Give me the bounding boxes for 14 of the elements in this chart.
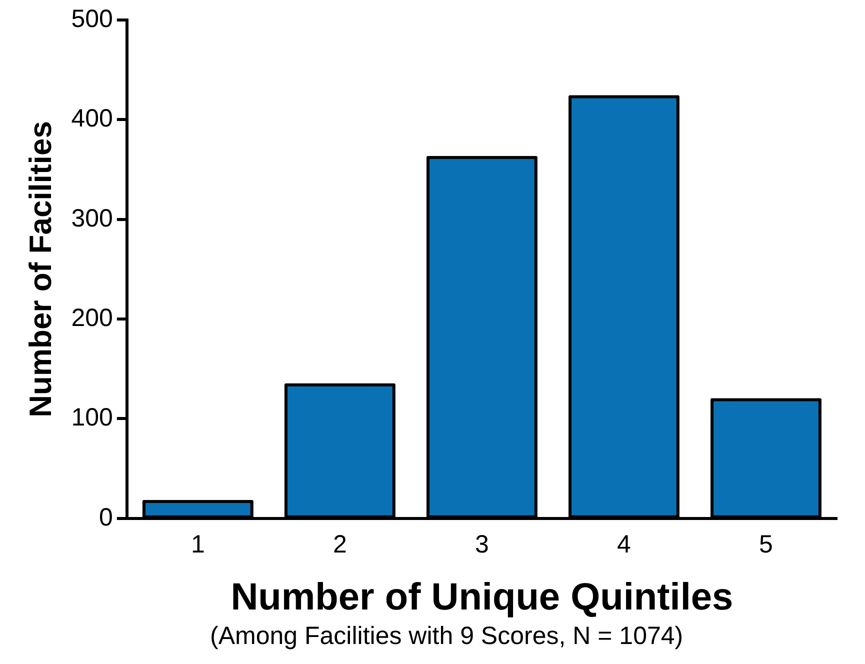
y-tick-label: 100 [71, 404, 113, 432]
y-tick-label: 0 [99, 503, 113, 532]
x-tick-label: 5 [759, 530, 773, 558]
text: (Among Facilities with 9 Scores, N = 1074) [210, 622, 684, 651]
x-tick-label: 2 [332, 530, 347, 558]
y-tick-label: 400 [71, 104, 113, 133]
x-tick-label: 4 [617, 530, 632, 558]
y-tick-label: 200 [71, 304, 113, 332]
x-tick-label: 1 [190, 530, 205, 558]
y-tick-label: 300 [71, 204, 113, 232]
x-tick-label: 3 [475, 530, 489, 558]
y-tick-label: 500 [71, 4, 113, 33]
y-axis-title: Number of Facilities [23, 121, 58, 418]
x-axis-title: Number of Unique Quintiles [230, 576, 734, 619]
